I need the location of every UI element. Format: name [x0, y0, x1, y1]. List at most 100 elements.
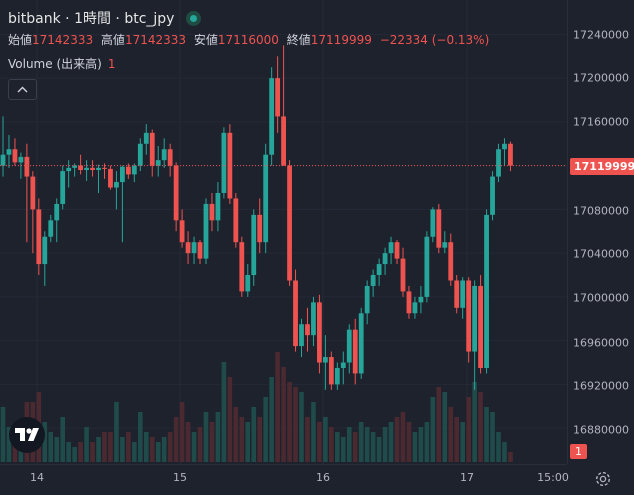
time-tick: 17: [460, 471, 474, 484]
close-value: 17119999: [310, 33, 372, 47]
volume-bar: [311, 402, 316, 462]
candle-body: [275, 78, 281, 117]
volume-bar: [54, 437, 60, 462]
candle-body: [478, 285, 483, 368]
collapse-legend-button[interactable]: [8, 79, 37, 100]
candle-body: [251, 214, 257, 276]
candle-body: [149, 132, 155, 166]
volume-bar: [293, 387, 298, 462]
candle-body: [30, 176, 36, 210]
volume-bar: [394, 417, 400, 462]
volume-bar: [191, 432, 197, 462]
tradingview-logo[interactable]: [9, 417, 45, 453]
price-tick: 17200000: [573, 71, 629, 85]
volume-bar: [388, 422, 394, 462]
candle-body: [436, 209, 442, 248]
volume-bar: [358, 422, 364, 462]
candle-body: [6, 149, 12, 155]
volume-bar: [478, 392, 483, 462]
candle-body: [221, 132, 227, 193]
time-tick: 15:00: [537, 471, 569, 484]
candle-body: [424, 236, 430, 297]
volume-bar: [48, 432, 54, 462]
candle-body: [108, 168, 113, 188]
volume-bar: [84, 427, 89, 462]
volume-bar: [179, 402, 185, 462]
time-axis[interactable]: 14 15 16 17 15:00: [0, 464, 569, 495]
volume-bar: [143, 432, 149, 462]
candle-body: [66, 167, 72, 172]
volume-bar: [60, 417, 65, 462]
volume-bar: [490, 412, 495, 462]
candle-body: [352, 329, 358, 374]
candle-body: [239, 242, 245, 292]
candle-body: [137, 143, 143, 166]
candle-body: [508, 143, 513, 166]
candle-body: [96, 167, 101, 171]
time-tick: 14: [30, 471, 44, 484]
volume-bar: [126, 432, 131, 462]
volume-bar: [269, 377, 274, 462]
candle-body: [90, 167, 95, 171]
volume-bar: [382, 427, 388, 462]
price-tick: 17160000: [573, 115, 629, 129]
volume-bar: [323, 417, 328, 462]
plot-area[interactable]: [0, 0, 567, 464]
candlestick-chart: [0, 45, 567, 462]
volume-bar: [305, 417, 310, 462]
candle-body: [502, 143, 507, 150]
price-tick: 16960000: [573, 336, 629, 350]
candle-body: [215, 192, 221, 221]
candle-body: [406, 291, 412, 314]
candle-body: [460, 280, 466, 308]
volume-bar: [287, 382, 292, 462]
volume-bar: [460, 422, 465, 462]
candle-body: [24, 156, 30, 177]
volume-bar: [472, 382, 477, 462]
candle-body: [48, 220, 54, 237]
candle-body: [0, 154, 6, 166]
candle-body: [114, 182, 119, 188]
candle-body: [418, 296, 424, 303]
candle-body: [72, 165, 78, 168]
volume-bar: [329, 427, 334, 462]
candle-body: [120, 166, 125, 183]
volume-bar: [370, 432, 376, 462]
volume-bar: [418, 427, 424, 462]
candle-body: [358, 313, 364, 374]
candle-body: [442, 242, 448, 248]
high-label: 高値: [100, 33, 125, 47]
volume-bar: [245, 422, 251, 462]
volume-bar: [251, 407, 257, 462]
price-axis[interactable]: 17240000 17200000 17160000 17080000 1704…: [567, 0, 634, 464]
candle-body: [382, 253, 388, 265]
price-tick: 17000000: [573, 291, 629, 305]
volume-bar: [72, 447, 77, 462]
candle-body: [334, 367, 340, 385]
volume-bar: [496, 432, 501, 462]
volume-legend-row: Volume (出来高) 1: [8, 55, 493, 72]
gear-icon[interactable]: [594, 470, 612, 488]
candle-body: [54, 203, 60, 221]
close-label: 終値: [286, 33, 311, 47]
candle-body: [60, 171, 66, 204]
volume-bar: [233, 407, 239, 462]
candle-body: [299, 324, 304, 347]
volume-bar: [108, 432, 113, 462]
volume-bar: [299, 392, 304, 462]
volume-bar: [281, 367, 286, 462]
symbol-title[interactable]: bitbank · 1時間 · btc_jpy: [8, 11, 175, 27]
candle-body: [466, 280, 472, 352]
volume-bar: [364, 427, 370, 462]
volume-badge: 1: [570, 444, 587, 459]
volume-bar: [78, 442, 83, 462]
candle-body: [155, 160, 161, 166]
candle-body: [322, 357, 328, 363]
high-value: 17142333: [124, 33, 187, 47]
volume-label[interactable]: Volume (出来高): [8, 57, 102, 71]
candle-body: [42, 236, 48, 265]
volume-bar: [317, 422, 322, 462]
low-label: 安値: [193, 33, 218, 47]
chart-legend: bitbank · 1時間 · btc_jpy 始値17142333 高値171…: [8, 8, 493, 100]
